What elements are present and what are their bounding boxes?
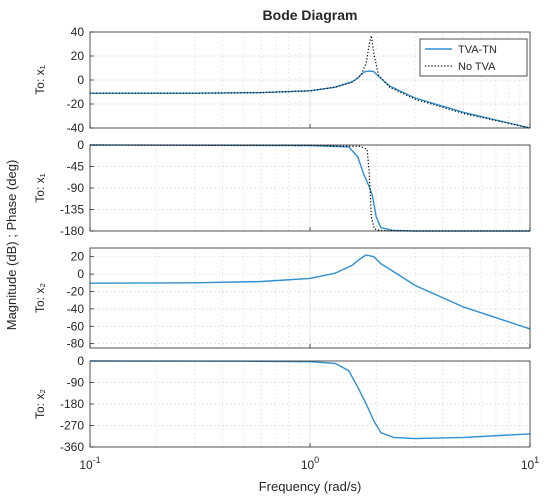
row-label: To: x₁ (33, 65, 47, 94)
panel-3: -80 -60 -40 -20 0 20 To: x₂ (33, 247, 531, 351)
y-tick-label: -40 (67, 302, 85, 316)
y-tick-label: 0 (77, 354, 84, 368)
series-line-tva-tn (90, 70, 531, 129)
y-tick-label: -180 (60, 397, 84, 411)
y-tick-label: -90 (67, 181, 85, 195)
series-line-no-tva (90, 34, 531, 129)
y-tick-label: -270 (60, 419, 84, 433)
series-line-tva-tn (89, 360, 531, 440)
panels-group: -40 -20 0 20 40 To: x₁ -180 -135 -90 -45 0 To: x₁ -8… (33, 25, 539, 472)
y-tick-label: 40 (71, 25, 85, 39)
y-tick-label: -135 (60, 203, 84, 217)
x-tick-label: 100 (301, 455, 319, 472)
y-tick-label: 20 (71, 250, 85, 264)
series-line-tva-tn (89, 254, 531, 330)
y-tick-label: -60 (67, 319, 85, 333)
y-tick-label: -90 (67, 376, 85, 390)
y-tick-label: -20 (67, 284, 85, 298)
legend-label-tva-tn: TVA-TN (458, 44, 497, 56)
x-tick-label: 101 (521, 455, 539, 472)
y-tick-label: -45 (67, 160, 85, 174)
y-tick-label: -20 (67, 97, 85, 111)
x-tick-label: 10-1 (79, 455, 100, 472)
panel-2: -180 -135 -90 -45 0 To: x₁ (33, 138, 531, 238)
y-tick-label: 0 (77, 267, 84, 281)
chart-title: Bode Diagram (263, 7, 358, 23)
x-axis-label: Frequency (rad/s) (259, 479, 362, 494)
y-tick-label: -180 (60, 224, 84, 238)
legend-box (419, 38, 528, 77)
row-label: To: x₂ (33, 283, 47, 313)
y-tick-label: 0 (77, 138, 84, 152)
y-tick-label: -360 (60, 440, 84, 454)
y-axis-label: Magnitude (dB) ; Phase (deg) (4, 160, 19, 331)
row-label: To: x₁ (33, 173, 47, 202)
legend-label-no-tva: No TVA (458, 61, 496, 73)
panel-4: -360 -270 -180 -90 0 To: x₂ (33, 354, 531, 454)
row-label: To: x₂ (33, 389, 47, 419)
y-tick-label: 20 (71, 49, 85, 63)
y-tick-label: -80 (67, 337, 85, 351)
y-tick-label: 0 (77, 73, 84, 87)
y-tick-label: -40 (67, 121, 85, 135)
legend: TVA-TN No TVA (419, 38, 528, 77)
